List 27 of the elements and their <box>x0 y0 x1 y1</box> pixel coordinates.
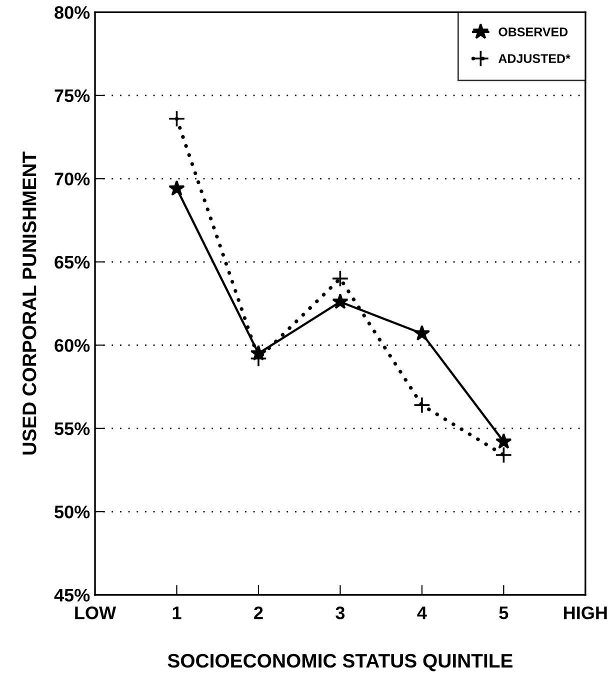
point <box>496 433 512 449</box>
point <box>332 293 348 309</box>
x-tick-label: LOW <box>75 606 116 620</box>
x-axis-title: SOCIOECONOMIC STATUS QUINTILE <box>168 654 512 672</box>
x-tick-label: 2 <box>254 606 263 620</box>
y-tick-label: 50% <box>54 506 90 518</box>
x-tick-label: 5 <box>499 606 508 620</box>
y-tick-label: 45% <box>54 588 90 602</box>
point <box>332 270 349 288</box>
point <box>168 180 185 196</box>
y-axis-title: USED CORPORAL PUNISHMENT <box>22 152 36 455</box>
x-tick-label: HIGH <box>564 606 607 620</box>
point <box>168 110 186 128</box>
point <box>413 396 430 414</box>
y-tick-label: 75% <box>54 89 90 102</box>
y-tick-label: 70% <box>54 172 90 186</box>
legend-label: ADJUSTED* <box>498 54 570 63</box>
y-tick-label: 80% <box>54 6 90 19</box>
x-tick-label: 3 <box>336 606 345 620</box>
point <box>414 324 430 341</box>
y-tick-label: 60% <box>54 339 90 352</box>
point <box>495 446 512 464</box>
x-tick-label: 1 <box>172 606 182 620</box>
x-tick-label: 4 <box>417 606 427 620</box>
y-tick-label: 65% <box>54 256 90 269</box>
y-tick-label: 55% <box>54 422 90 436</box>
legend-label: OBSERVED <box>498 28 568 36</box>
